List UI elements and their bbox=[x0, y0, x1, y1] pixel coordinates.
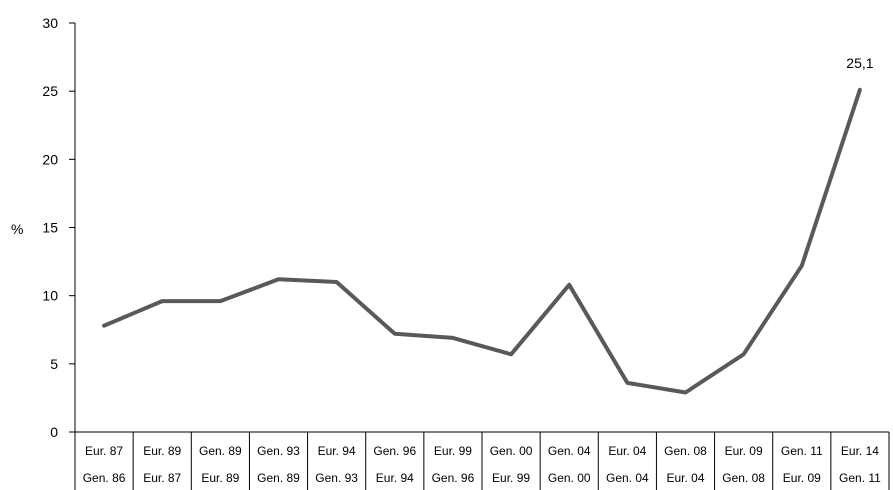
x-category-label-top: Gen. 11 bbox=[781, 444, 823, 458]
data-label: 25,1 bbox=[846, 55, 873, 71]
x-category-label-top: Eur. 09 bbox=[725, 444, 763, 458]
x-category-label-bottom: Eur. 89 bbox=[201, 471, 239, 485]
x-category-label-top: Eur. 89 bbox=[143, 444, 181, 458]
y-tick-label: 30 bbox=[42, 15, 58, 31]
x-category-label-bottom: Gen. 11 bbox=[839, 471, 881, 485]
x-category-label-top: Gen. 08 bbox=[664, 444, 707, 458]
x-category-label-bottom: Eur. 87 bbox=[143, 471, 181, 485]
x-category-label-bottom: Gen. 96 bbox=[432, 471, 475, 485]
y-axis-title: % bbox=[11, 221, 23, 237]
x-category-label-top: Gen. 04 bbox=[548, 444, 591, 458]
y-tick-label: 10 bbox=[42, 288, 58, 304]
x-category-label-bottom: Gen. 93 bbox=[315, 471, 358, 485]
y-axis: 0 5 10 15 20 25 30 bbox=[42, 15, 76, 440]
x-category-label-top: Eur. 94 bbox=[318, 444, 356, 458]
y-tick-label: 20 bbox=[42, 151, 58, 167]
x-category-label-bottom: Eur. 09 bbox=[783, 471, 821, 485]
x-category-label-bottom: Gen. 00 bbox=[548, 471, 591, 485]
x-category-label-top: Eur. 99 bbox=[434, 444, 472, 458]
x-category-label-top: Gen. 89 bbox=[199, 444, 242, 458]
x-category-label-bottom: Gen. 08 bbox=[722, 471, 765, 485]
x-category-label-top: Gen. 93 bbox=[257, 444, 300, 458]
x-category-label-top: Eur. 14 bbox=[841, 444, 879, 458]
series-line-group bbox=[102, 87, 862, 395]
data-labels: 25,1 bbox=[846, 55, 873, 71]
x-category-label-top: Eur. 04 bbox=[608, 444, 646, 458]
y-tick-label: 0 bbox=[50, 424, 58, 440]
x-category-label-top: Eur. 87 bbox=[85, 444, 123, 458]
x-category-label-bottom: Gen. 86 bbox=[83, 471, 126, 485]
y-tick-label: 5 bbox=[50, 356, 58, 372]
x-category-label-bottom: Eur. 99 bbox=[492, 471, 530, 485]
series-line bbox=[102, 87, 862, 395]
x-category-label-bottom: Eur. 94 bbox=[376, 471, 414, 485]
x-category-label-top: Gen. 00 bbox=[490, 444, 533, 458]
x-axis: Eur. 87 Eur. 89 Gen. 89 Gen. 93 Eur. 94 Gen. … bbox=[74, 431, 890, 490]
x-category-label-bottom: Eur. 04 bbox=[666, 471, 704, 485]
y-tick-label: 25 bbox=[42, 83, 58, 99]
x-category-label-bottom: Gen. 89 bbox=[257, 471, 300, 485]
x-category-label-bottom: Gen. 04 bbox=[606, 471, 649, 485]
x-category-label-top: Gen. 96 bbox=[373, 444, 416, 458]
y-tick-label: 15 bbox=[42, 220, 58, 236]
